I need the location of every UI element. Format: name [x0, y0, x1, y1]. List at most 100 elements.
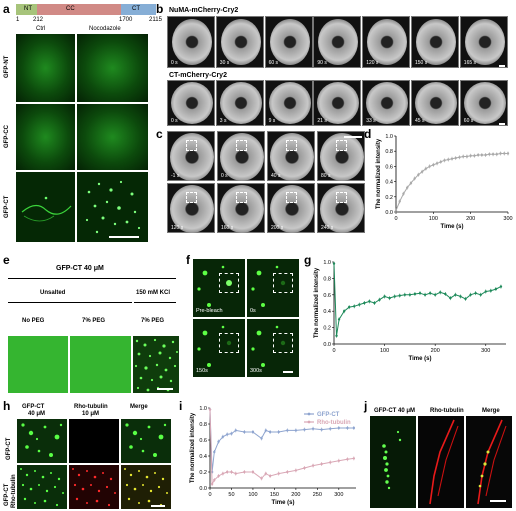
b-row2-frame: 45 s: [411, 80, 459, 126]
x-axis-label: Time (s): [409, 356, 432, 362]
data-point: [251, 470, 255, 474]
bleach-roi: [273, 273, 293, 293]
data-point: [230, 432, 233, 435]
image-gfp-nt-ctrl: [16, 34, 75, 102]
data-point: [413, 177, 416, 180]
data-point: [418, 291, 422, 295]
nucleus: [269, 19, 310, 65]
j-col-merge: Merge: [482, 408, 500, 414]
bleach-roi: [336, 140, 347, 151]
y-tick-label: 0.0: [385, 210, 393, 216]
data-point: [268, 430, 272, 434]
data-point: [432, 163, 435, 167]
b-row2-time: 45 s: [415, 118, 425, 124]
data-point: [268, 474, 272, 478]
nucleus: [320, 185, 364, 233]
y-tick-label: 0.4: [323, 309, 331, 315]
y-axis-label: The normalized intensity: [190, 412, 196, 483]
nucleus: [220, 19, 261, 65]
data-point: [462, 155, 465, 158]
data-point: [454, 293, 457, 296]
b-row1-time: 150 s: [415, 60, 428, 66]
c-frame: 80 s: [317, 131, 365, 181]
c-time: 240 s: [321, 225, 334, 231]
bleach-roi: [286, 140, 297, 151]
data-point: [459, 295, 462, 298]
e-7peg-2: 7% PEG: [141, 318, 165, 324]
h-row1-label: GFP-CT: [6, 437, 12, 460]
nucleus: [170, 185, 214, 233]
b-row1-frame: 60 s: [264, 16, 313, 68]
bleach-roi: [186, 192, 197, 203]
b-row1-time: 0 s: [171, 60, 178, 66]
b-row2-time: 9 s: [268, 118, 276, 124]
panel-h-letter: h: [3, 399, 11, 413]
x-tick-label: 0: [332, 348, 335, 354]
bleach-roi: [236, 140, 247, 151]
b-row2-frame: 33 s: [362, 80, 411, 126]
h-frame: [17, 419, 67, 463]
e-divider-1: [8, 278, 176, 279]
x-tick-label: 0: [208, 492, 211, 498]
nucleus: [464, 19, 505, 65]
panel-j-letter: j: [364, 399, 368, 413]
row1-label: NuMA-mCherry-Cry2: [169, 7, 239, 14]
row-gfp-nt: GFP-NT: [4, 55, 10, 78]
b-row2-time: 3 s: [219, 118, 227, 124]
row-gfp-ct: GFP-CT: [4, 195, 10, 218]
b-row1-frame: 150 s: [411, 16, 459, 68]
nucleus: [463, 82, 506, 124]
series-line: [395, 153, 508, 211]
image-gfp-nt-noc: [77, 34, 148, 102]
b-row2-frame: 0 s: [167, 80, 215, 126]
x-tick-label: 300: [503, 216, 512, 222]
nucleus: [416, 19, 456, 65]
data-point: [373, 301, 376, 305]
row-gfp-cc: GFP-CC: [4, 125, 10, 148]
b-row2-frame: 21 s: [313, 80, 362, 126]
nucleus: [270, 133, 314, 181]
scale-bar: [498, 65, 505, 67]
f-frame: 300s: [247, 319, 299, 377]
data-point: [499, 152, 502, 155]
h-col-rho-conc: 10 μM: [82, 411, 100, 417]
f-time: 300s: [250, 368, 262, 374]
b-row1-frame: 90 s: [313, 16, 362, 68]
c-frame: -1 s: [167, 131, 215, 181]
data-point: [243, 470, 246, 474]
legend-marker: [307, 412, 311, 416]
data-point: [408, 293, 412, 296]
data-point: [225, 470, 229, 474]
panel-a-letter: a: [3, 2, 10, 16]
data-point: [383, 295, 386, 298]
series-line: [209, 409, 354, 473]
scale-bar: [157, 388, 173, 390]
y-tick-label: 0.6: [323, 293, 331, 299]
panel-b-letter: b: [156, 2, 164, 16]
nucleus: [367, 19, 408, 65]
data-point: [210, 482, 214, 486]
data-point: [347, 305, 351, 309]
nucleus: [268, 82, 311, 124]
legend-label: GFP-CT: [317, 412, 340, 418]
nucleus: [318, 19, 359, 65]
data-point: [450, 157, 454, 160]
e-unsalted: Unsalted: [40, 290, 66, 296]
c-frame: 240 s: [317, 183, 365, 233]
data-point: [346, 458, 349, 461]
bleach-roi: [336, 192, 347, 203]
y-tick-label: 0.2: [385, 195, 393, 201]
b-row2-frame: 3 s: [215, 80, 264, 126]
c-time: 80 s: [321, 173, 331, 179]
data-point: [489, 289, 493, 292]
b-row2-frame: 9 s: [264, 80, 313, 126]
bleach-roi: [219, 273, 239, 293]
x-tick-label: 0: [394, 216, 397, 222]
domain-cc-label: CC: [66, 6, 75, 12]
e-kcl: 150 mM KCl: [136, 290, 171, 296]
f-time: 0s: [250, 308, 256, 314]
bleach-roi: [236, 192, 247, 203]
y-tick-label: 0.2: [323, 326, 331, 332]
bleach-roi: [186, 140, 197, 151]
j-col-rho: Rho-tubulin: [430, 408, 464, 414]
